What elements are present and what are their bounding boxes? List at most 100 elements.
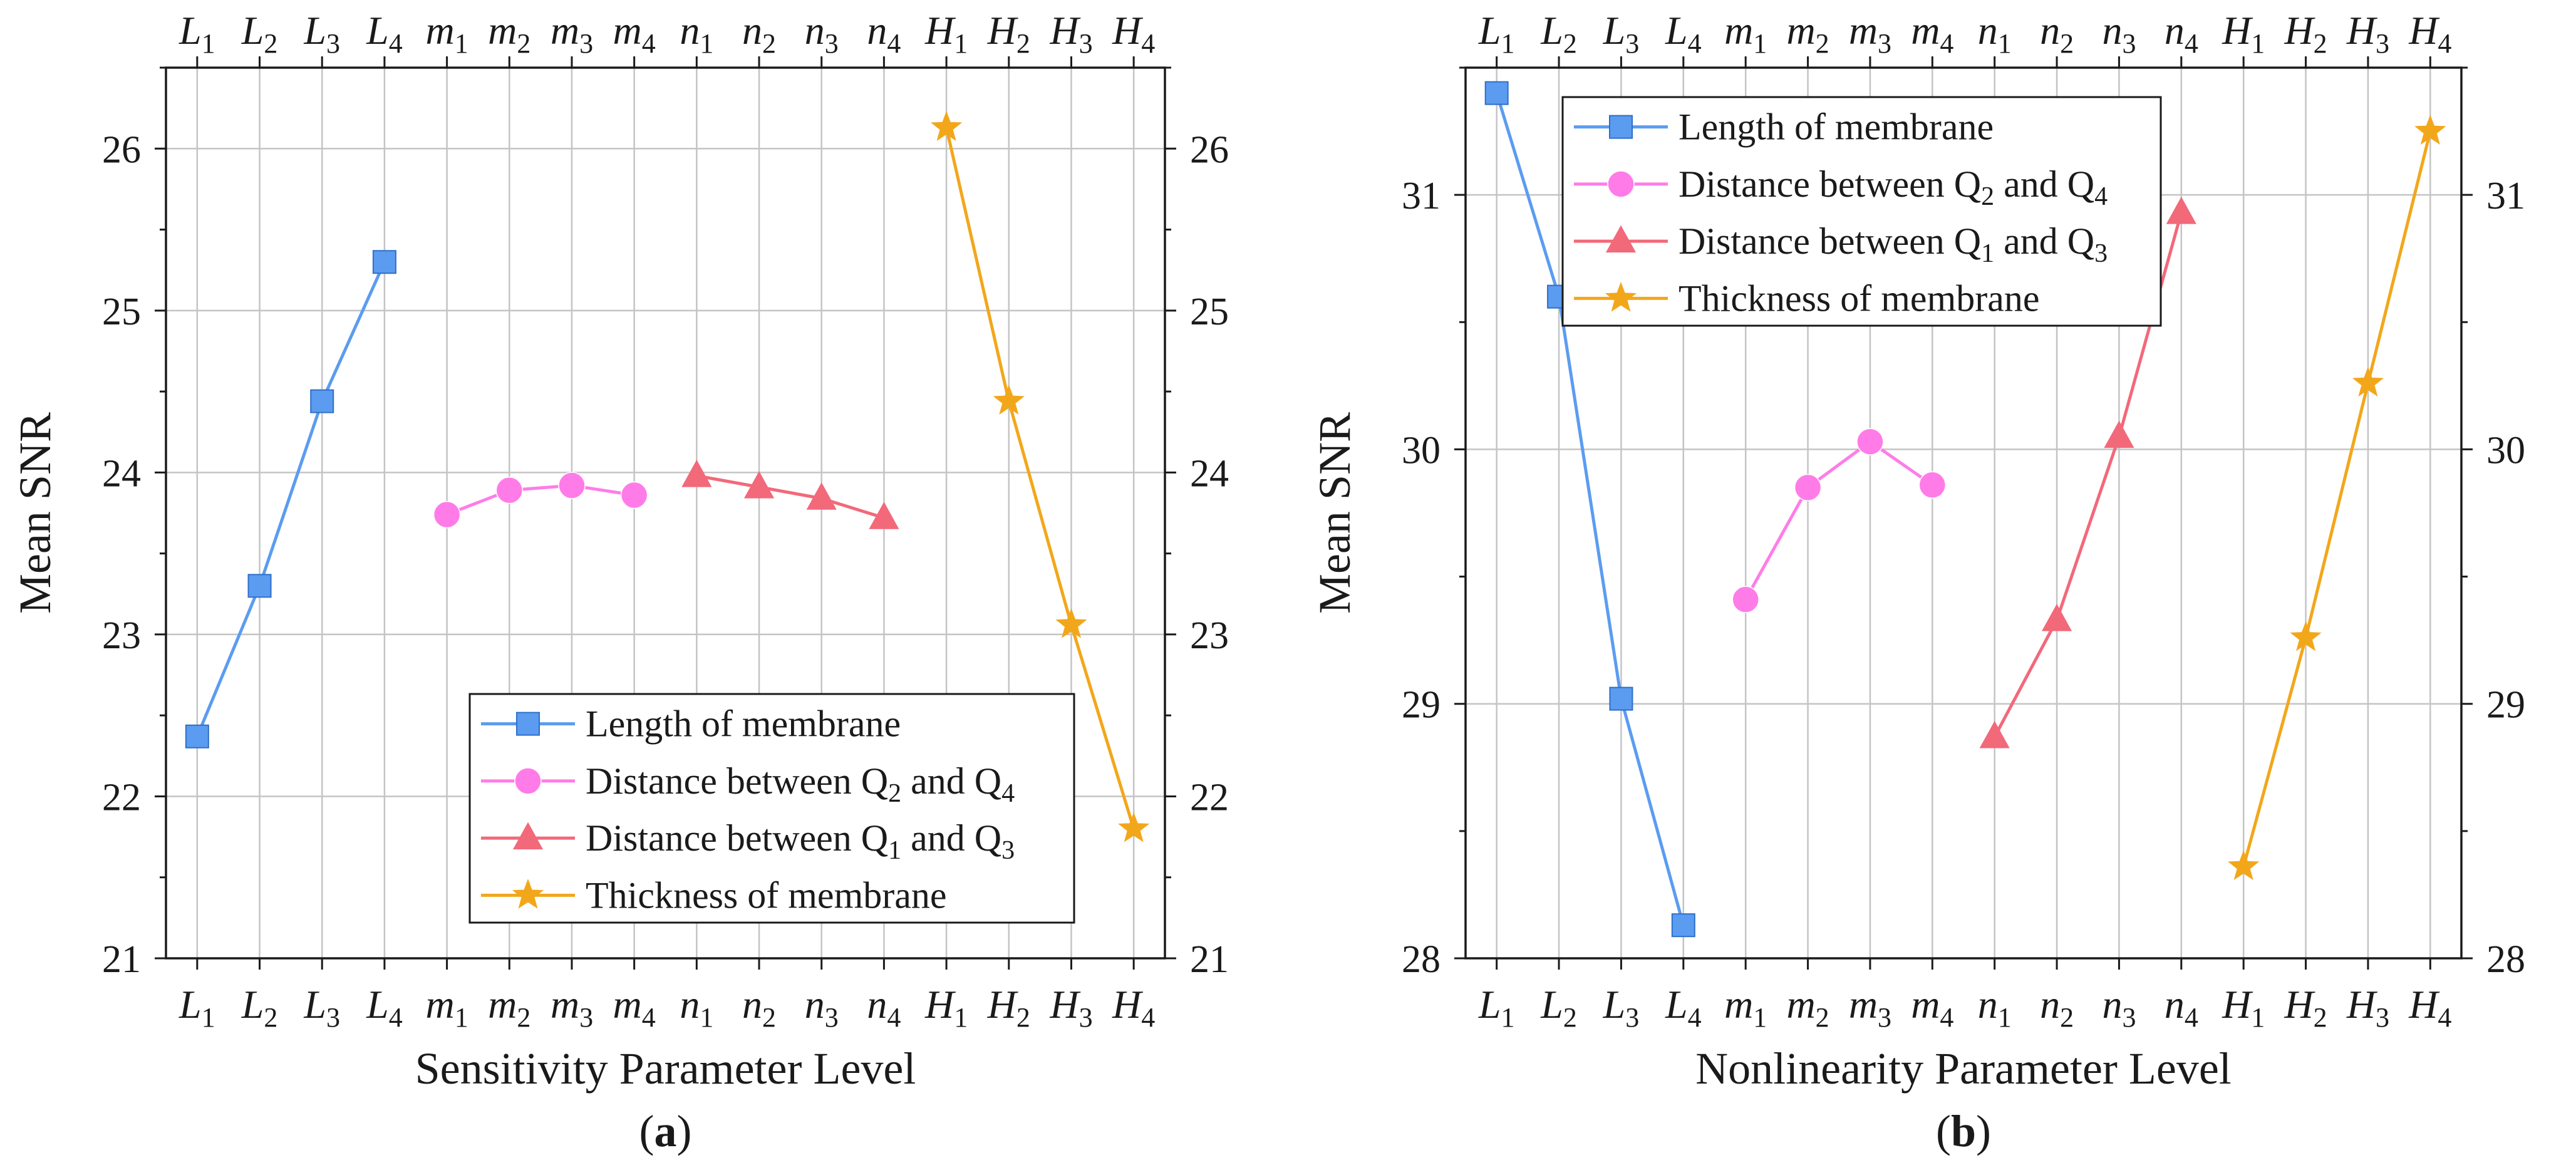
x-tick-label-top-base: L — [1540, 8, 1563, 53]
series-line — [1495, 92, 1685, 926]
data-point — [1856, 428, 1884, 455]
y-tick-label: 25 — [102, 291, 141, 333]
x-tick-label: n3 — [805, 982, 839, 1033]
legend-label-sub: 3 — [2094, 239, 2108, 268]
y-tick-label: 28 — [1402, 938, 1441, 981]
legend-label-sub: 4 — [2094, 182, 2108, 211]
data-point — [2041, 604, 2072, 631]
data-point — [1484, 81, 1509, 105]
x-tick-label-top-base: H — [2346, 8, 2378, 53]
x-tick-label-top-sub: 2 — [517, 28, 530, 59]
x-tick-label-sub: 1 — [1501, 1002, 1514, 1033]
y-tick-label: 21 — [102, 938, 141, 981]
legend-marker — [1605, 281, 1637, 312]
y-tick-label: 23 — [102, 614, 141, 657]
series-4 — [930, 111, 1150, 842]
x-tick-label-base: L — [1665, 982, 1688, 1027]
series-line — [944, 127, 1135, 829]
x-tick-label-top: n2 — [742, 8, 776, 59]
x-tick-label-sub: 3 — [579, 1002, 593, 1033]
x-tick-label-top-base: m — [425, 8, 454, 53]
data-point — [1794, 474, 1822, 502]
legend: Length of membrane Distance between Q2 an… — [1561, 96, 2162, 327]
legend-item: Length of membrane — [481, 703, 901, 745]
legend-label-part: Thickness of membrane — [586, 874, 946, 916]
x-tick-label-sub: 4 — [2185, 1002, 2198, 1033]
x-tick-label-sub: 4 — [642, 1002, 656, 1033]
legend-label-sub: 4 — [1001, 779, 1015, 808]
x-tick-label-top: L1 — [1478, 8, 1515, 59]
x-tick-label: L4 — [366, 982, 403, 1033]
y-tick-label: 24 — [102, 452, 141, 495]
legend-label-sub: 1 — [888, 836, 901, 865]
series-line — [1744, 440, 1933, 601]
legend-marker — [514, 767, 542, 795]
legend-marker — [1605, 225, 1637, 253]
x-tick-label-base: n — [2165, 982, 2185, 1027]
x-tick-label-top-base: n — [805, 8, 825, 53]
data-point — [2414, 115, 2446, 145]
x-tick-label-top-sub: 4 — [642, 28, 656, 59]
x-tick-label-base: H — [2346, 982, 2378, 1027]
x-tick-label-top: m1 — [425, 8, 468, 59]
x-tick-label-top-sub: 2 — [2060, 28, 2074, 59]
x-tick-label-sub: 1 — [954, 1002, 968, 1033]
data-point — [558, 472, 586, 499]
plot-frame — [165, 66, 1166, 960]
x-tick-label-sub: 2 — [1563, 1002, 1577, 1033]
legend-item: Distance between Q1 and Q3 — [1574, 220, 2108, 268]
x-tick-label-top-sub: 2 — [1016, 28, 1030, 59]
x-tick-label-sub: 2 — [2060, 1002, 2074, 1033]
x-tick-label-sub: 2 — [1016, 1002, 1030, 1033]
legend-label-part: and Q — [901, 760, 1001, 802]
y-tick-label: 30 — [1402, 429, 1441, 472]
x-tick-label: m2 — [488, 982, 530, 1033]
series-2 — [433, 472, 648, 529]
x-tick-label-top: m1 — [1724, 8, 1767, 59]
legend-label: Length of membrane — [586, 703, 901, 745]
x-tick-label-sub: 4 — [389, 1002, 403, 1033]
x-tick-label-top-base: H — [1049, 8, 1081, 53]
y-tick-label-right: 26 — [1190, 128, 1229, 171]
x-tick-label-top: n1 — [1978, 8, 2012, 59]
x-tick-label: H1 — [924, 982, 968, 1033]
x-tick-label-top-sub: 3 — [2376, 28, 2389, 59]
x-tick-label-top-base: H — [1112, 8, 1144, 53]
x-tick-label: H1 — [2222, 982, 2265, 1033]
x-tick-label-top-sub: 2 — [1563, 28, 1577, 59]
x-tick-label-top-base: L — [1478, 8, 1501, 53]
caption-letter: a — [654, 1106, 677, 1156]
x-tick-label-top: m3 — [1849, 8, 1891, 59]
x-tick-label: n1 — [1978, 982, 2012, 1033]
y-tick-label: 22 — [102, 776, 141, 819]
x-tick-label-top-sub: 2 — [762, 28, 776, 59]
x-tick-label-top-base: m — [488, 8, 517, 53]
x-tick-label-top: H1 — [924, 8, 968, 59]
y-tick-label-right: 23 — [1190, 614, 1229, 657]
x-tick-label: H3 — [1049, 982, 1092, 1033]
x-tick-label-sub: 3 — [825, 1002, 839, 1033]
data-point — [2290, 621, 2322, 651]
x-tick-label-top-sub: 1 — [1753, 28, 1767, 59]
legend-item: Length of membrane — [1574, 106, 1994, 148]
x-tick-label-base: H — [1049, 982, 1081, 1027]
y-tick-label-right: 30 — [2486, 429, 2525, 472]
x-tick-label-top-base: H — [2284, 8, 2315, 53]
x-tick-label: L2 — [1540, 982, 1577, 1033]
x-tick-label-top: H3 — [2346, 8, 2389, 59]
data-point — [185, 724, 209, 748]
legend-label-part: and Q — [1994, 220, 2094, 262]
legend-label-sub: 3 — [1001, 836, 1015, 865]
x-tick-label-sub: 3 — [1625, 1002, 1639, 1033]
x-tick-label-top-sub: 2 — [264, 28, 277, 59]
data-point — [433, 500, 461, 529]
data-point — [2352, 366, 2384, 397]
x-tick-label-top: n3 — [805, 8, 839, 59]
x-tick-label-top: m3 — [551, 8, 593, 59]
x-tick-label-top-sub: 3 — [1079, 28, 1093, 59]
x-tick-label-top-sub: 1 — [700, 28, 713, 59]
y-tick-label: 31 — [1402, 175, 1441, 217]
data-point — [806, 482, 837, 510]
x-tick-label: n2 — [2040, 982, 2074, 1033]
panel-caption: (b) — [1936, 1106, 1991, 1156]
